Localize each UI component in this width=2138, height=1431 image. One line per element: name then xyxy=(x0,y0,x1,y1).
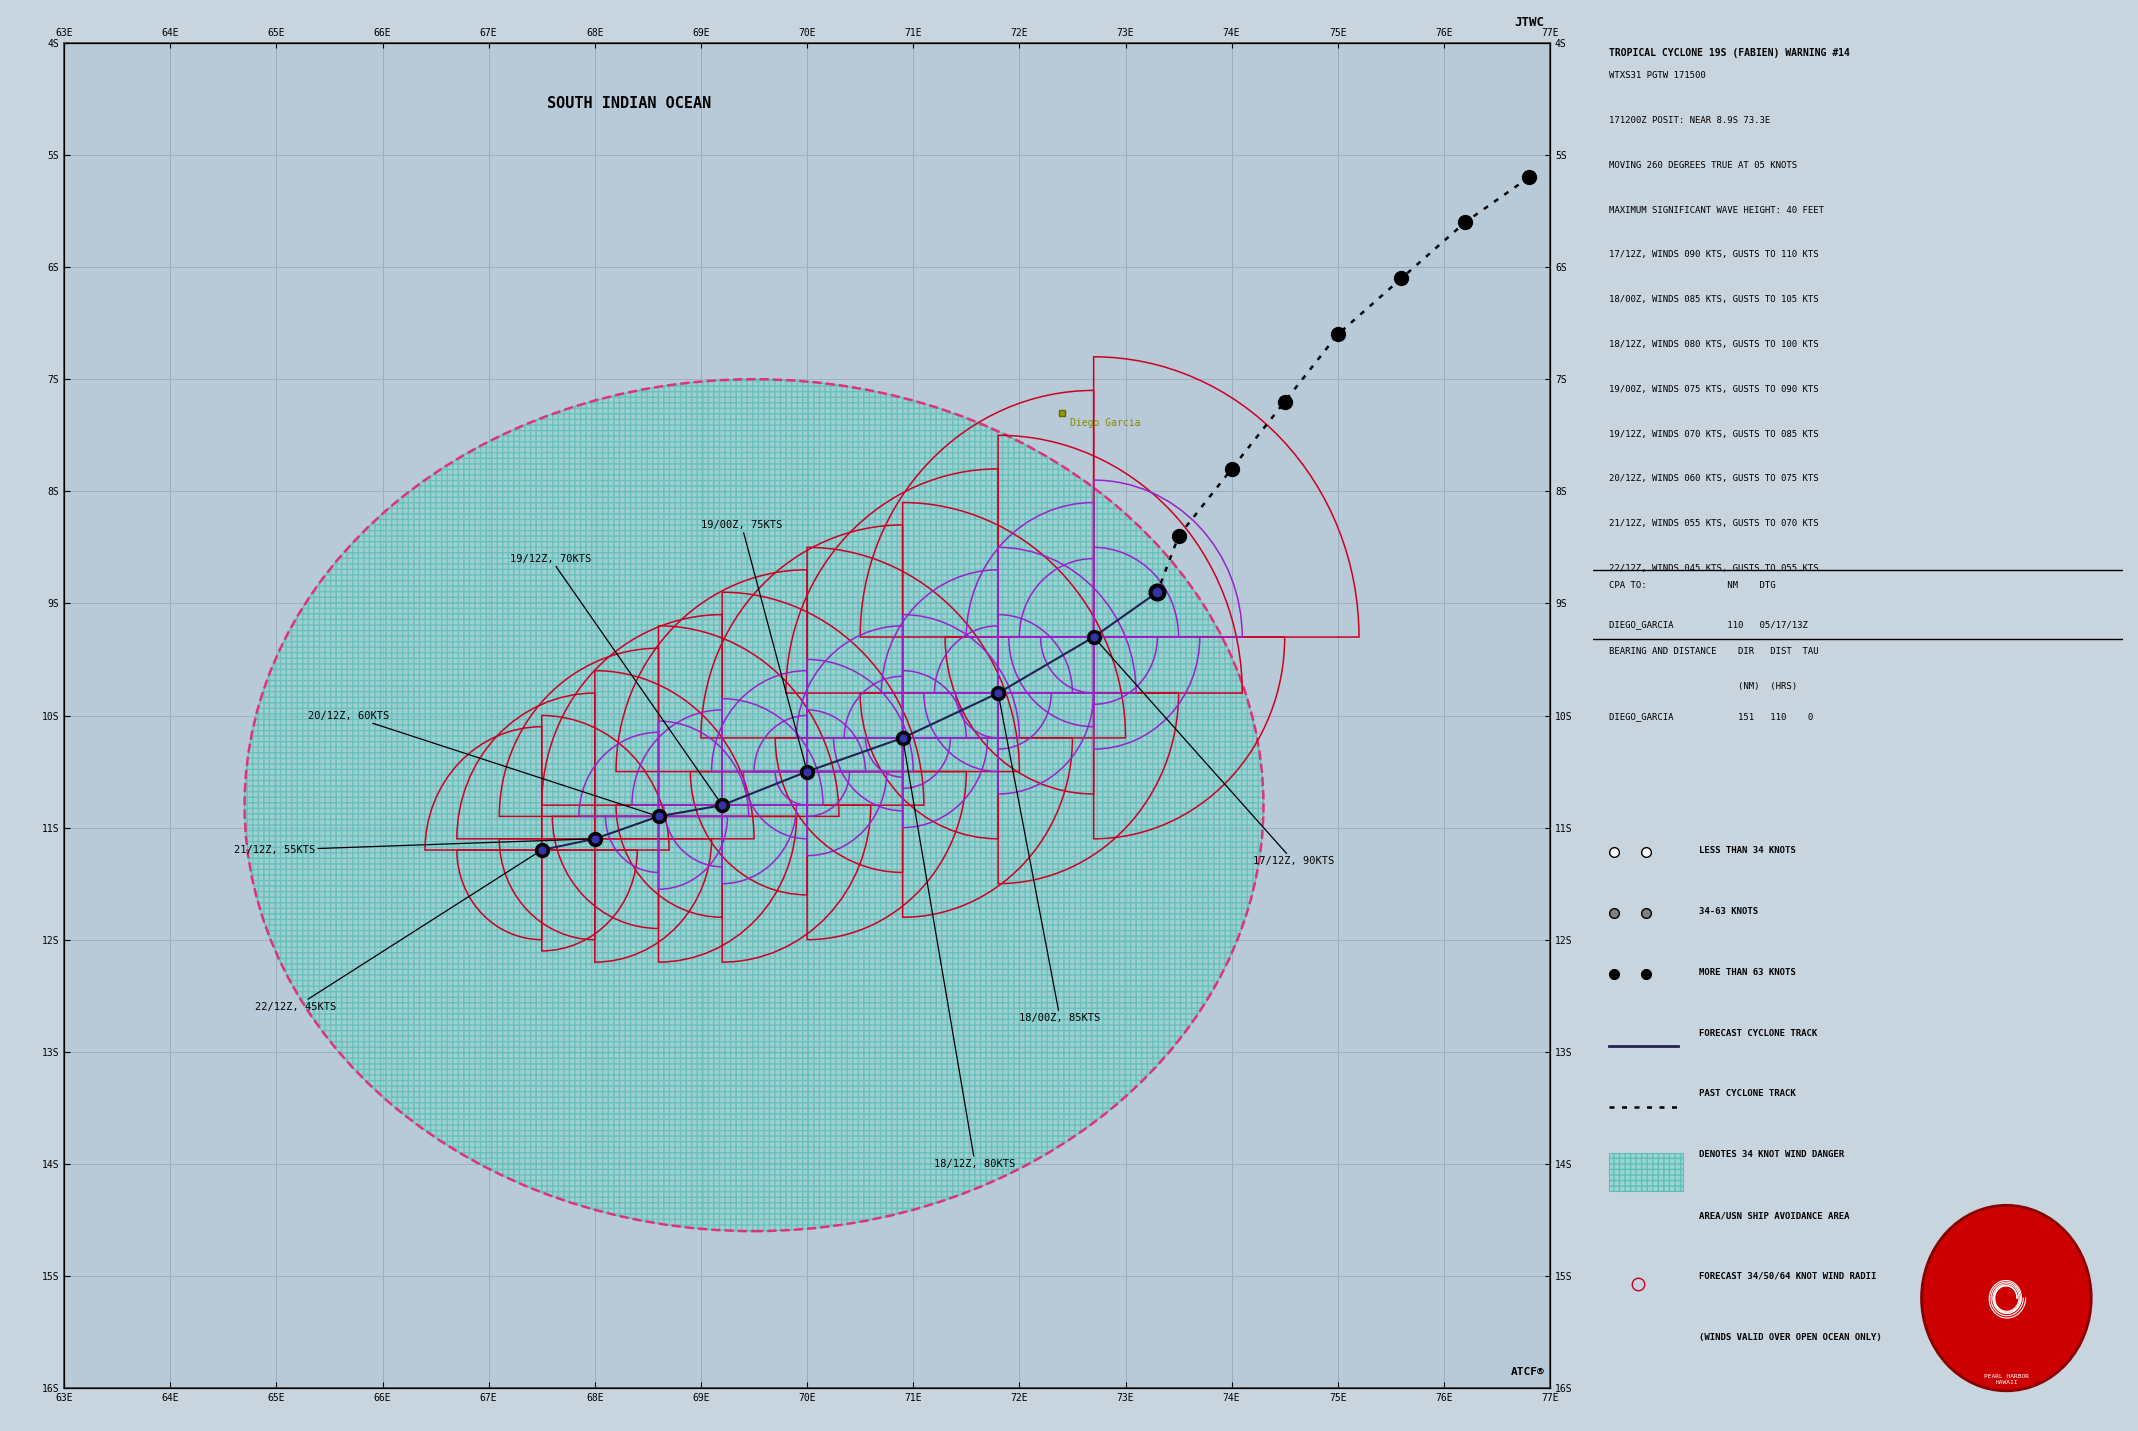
Text: 22/12Z, 45KTS: 22/12Z, 45KTS xyxy=(254,854,537,1012)
Text: 18/12Z, 80KTS: 18/12Z, 80KTS xyxy=(904,744,1016,1169)
Ellipse shape xyxy=(244,379,1264,1231)
Text: 18/12Z, WINDS 080 KTS, GUSTS TO 100 KTS: 18/12Z, WINDS 080 KTS, GUSTS TO 100 KTS xyxy=(1608,341,1817,349)
Circle shape xyxy=(1922,1205,2091,1391)
Text: DENOTES 34 KNOT WIND DANGER: DENOTES 34 KNOT WIND DANGER xyxy=(1700,1151,1843,1159)
Text: FORECAST 34/50/64 KNOT WIND RADII: FORECAST 34/50/64 KNOT WIND RADII xyxy=(1700,1272,1877,1281)
Text: 20/12Z, WINDS 060 KTS, GUSTS TO 075 KTS: 20/12Z, WINDS 060 KTS, GUSTS TO 075 KTS xyxy=(1608,475,1817,484)
Text: ATCF®: ATCF® xyxy=(1512,1367,1546,1377)
Text: MOVING 260 DEGREES TRUE AT 05 KNOTS: MOVING 260 DEGREES TRUE AT 05 KNOTS xyxy=(1608,160,1796,170)
Text: 171200Z POSIT: NEAR 8.9S 73.3E: 171200Z POSIT: NEAR 8.9S 73.3E xyxy=(1608,116,1770,124)
Text: 18/00Z, WINDS 085 KTS, GUSTS TO 105 KTS: 18/00Z, WINDS 085 KTS, GUSTS TO 105 KTS xyxy=(1608,295,1817,305)
Bar xyxy=(1608,1153,1683,1191)
Text: JTWC: JTWC xyxy=(1514,17,1546,30)
Text: 21/12Z, WINDS 055 KTS, GUSTS TO 070 KTS: 21/12Z, WINDS 055 KTS, GUSTS TO 070 KTS xyxy=(1608,519,1817,528)
Text: 34-63 KNOTS: 34-63 KNOTS xyxy=(1700,907,1757,916)
Text: BEARING AND DISTANCE    DIR   DIST  TAU: BEARING AND DISTANCE DIR DIST TAU xyxy=(1608,647,1817,655)
Text: 21/12Z, 55KTS: 21/12Z, 55KTS xyxy=(233,839,588,854)
Text: 18/00Z, 85KTS: 18/00Z, 85KTS xyxy=(998,700,1101,1023)
Text: MAXIMUM SIGNIFICANT WAVE HEIGHT: 40 FEET: MAXIMUM SIGNIFICANT WAVE HEIGHT: 40 FEET xyxy=(1608,206,1824,215)
Text: WTXS31 PGTW 171500: WTXS31 PGTW 171500 xyxy=(1608,72,1706,80)
Text: AREA/USN SHIP AVOIDANCE AREA: AREA/USN SHIP AVOIDANCE AREA xyxy=(1700,1211,1849,1221)
Text: 19/00Z, 75KTS: 19/00Z, 75KTS xyxy=(701,519,806,764)
Text: CPA TO:               NM    DTG: CPA TO: NM DTG xyxy=(1608,581,1775,590)
Text: 20/12Z, 60KTS: 20/12Z, 60KTS xyxy=(308,711,652,814)
Text: MORE THAN 63 KNOTS: MORE THAN 63 KNOTS xyxy=(1700,967,1796,977)
Text: 22/12Z, WINDS 045 KTS, GUSTS TO 055 KTS: 22/12Z, WINDS 045 KTS, GUSTS TO 055 KTS xyxy=(1608,564,1817,574)
Text: (WINDS VALID OVER OPEN OCEAN ONLY): (WINDS VALID OVER OPEN OCEAN ONLY) xyxy=(1700,1332,1881,1342)
Text: (NM)  (HRS): (NM) (HRS) xyxy=(1608,681,1796,691)
Text: LESS THAN 34 KNOTS: LESS THAN 34 KNOTS xyxy=(1700,846,1796,854)
Text: PAST CYCLONE TRACK: PAST CYCLONE TRACK xyxy=(1700,1089,1796,1099)
Text: 19/12Z, 70KTS: 19/12Z, 70KTS xyxy=(511,554,718,800)
Text: 19/00Z, WINDS 075 KTS, GUSTS TO 090 KTS: 19/00Z, WINDS 075 KTS, GUSTS TO 090 KTS xyxy=(1608,385,1817,394)
Text: PEARL HARBOR
HAWAII: PEARL HARBOR HAWAII xyxy=(1984,1374,2029,1385)
Text: 17/12Z, WINDS 090 KTS, GUSTS TO 110 KTS: 17/12Z, WINDS 090 KTS, GUSTS TO 110 KTS xyxy=(1608,250,1817,259)
Text: 17/12Z, 90KTS: 17/12Z, 90KTS xyxy=(1099,643,1334,866)
Text: DIEGO_GARCIA          110   05/17/13Z: DIEGO_GARCIA 110 05/17/13Z xyxy=(1608,620,1807,628)
Text: Diego Garcia: Diego Garcia xyxy=(1071,418,1142,428)
Text: FORECAST CYCLONE TRACK: FORECAST CYCLONE TRACK xyxy=(1700,1029,1817,1037)
Text: TROPICAL CYCLONE 19S (FABIEN) WARNING #14: TROPICAL CYCLONE 19S (FABIEN) WARNING #1… xyxy=(1608,49,1849,57)
Text: 19/12Z, WINDS 070 KTS, GUSTS TO 085 KTS: 19/12Z, WINDS 070 KTS, GUSTS TO 085 KTS xyxy=(1608,429,1817,439)
Text: SOUTH INDIAN OCEAN: SOUTH INDIAN OCEAN xyxy=(547,96,712,112)
Text: DIEGO_GARCIA            151   110    0: DIEGO_GARCIA 151 110 0 xyxy=(1608,713,1813,721)
